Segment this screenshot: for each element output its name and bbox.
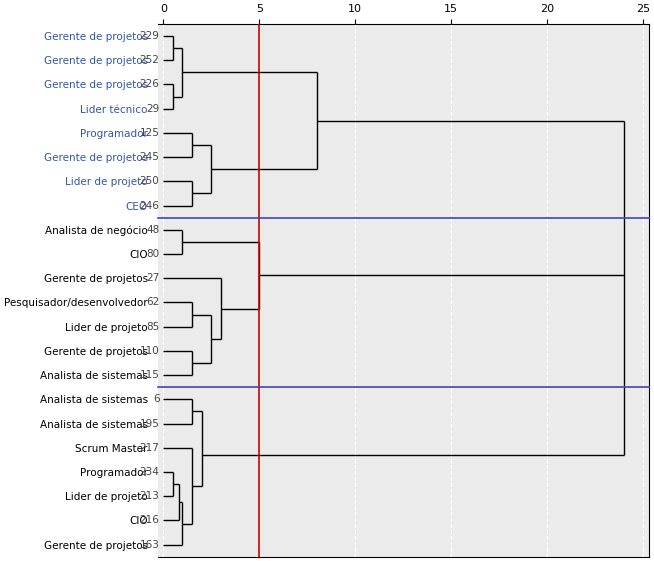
- Text: 48: 48: [146, 225, 160, 235]
- Text: 62: 62: [146, 297, 160, 307]
- Text: 29: 29: [146, 104, 160, 114]
- Text: 246: 246: [139, 201, 160, 210]
- Text: 217: 217: [139, 443, 160, 453]
- Text: 80: 80: [146, 249, 160, 259]
- Text: 115: 115: [139, 370, 160, 380]
- Text: 27: 27: [146, 273, 160, 283]
- Text: 163: 163: [139, 540, 160, 550]
- Text: 216: 216: [139, 516, 160, 526]
- Text: 250: 250: [140, 176, 160, 186]
- Text: 85: 85: [146, 321, 160, 332]
- Text: 234: 234: [139, 467, 160, 477]
- Text: 213: 213: [139, 491, 160, 502]
- Text: 125: 125: [139, 128, 160, 138]
- Text: 229: 229: [139, 31, 160, 41]
- Text: 252: 252: [139, 55, 160, 65]
- Text: 6: 6: [153, 394, 160, 404]
- Text: 195: 195: [139, 419, 160, 429]
- Text: 245: 245: [139, 152, 160, 162]
- Text: 226: 226: [139, 80, 160, 89]
- Text: 110: 110: [140, 346, 160, 356]
